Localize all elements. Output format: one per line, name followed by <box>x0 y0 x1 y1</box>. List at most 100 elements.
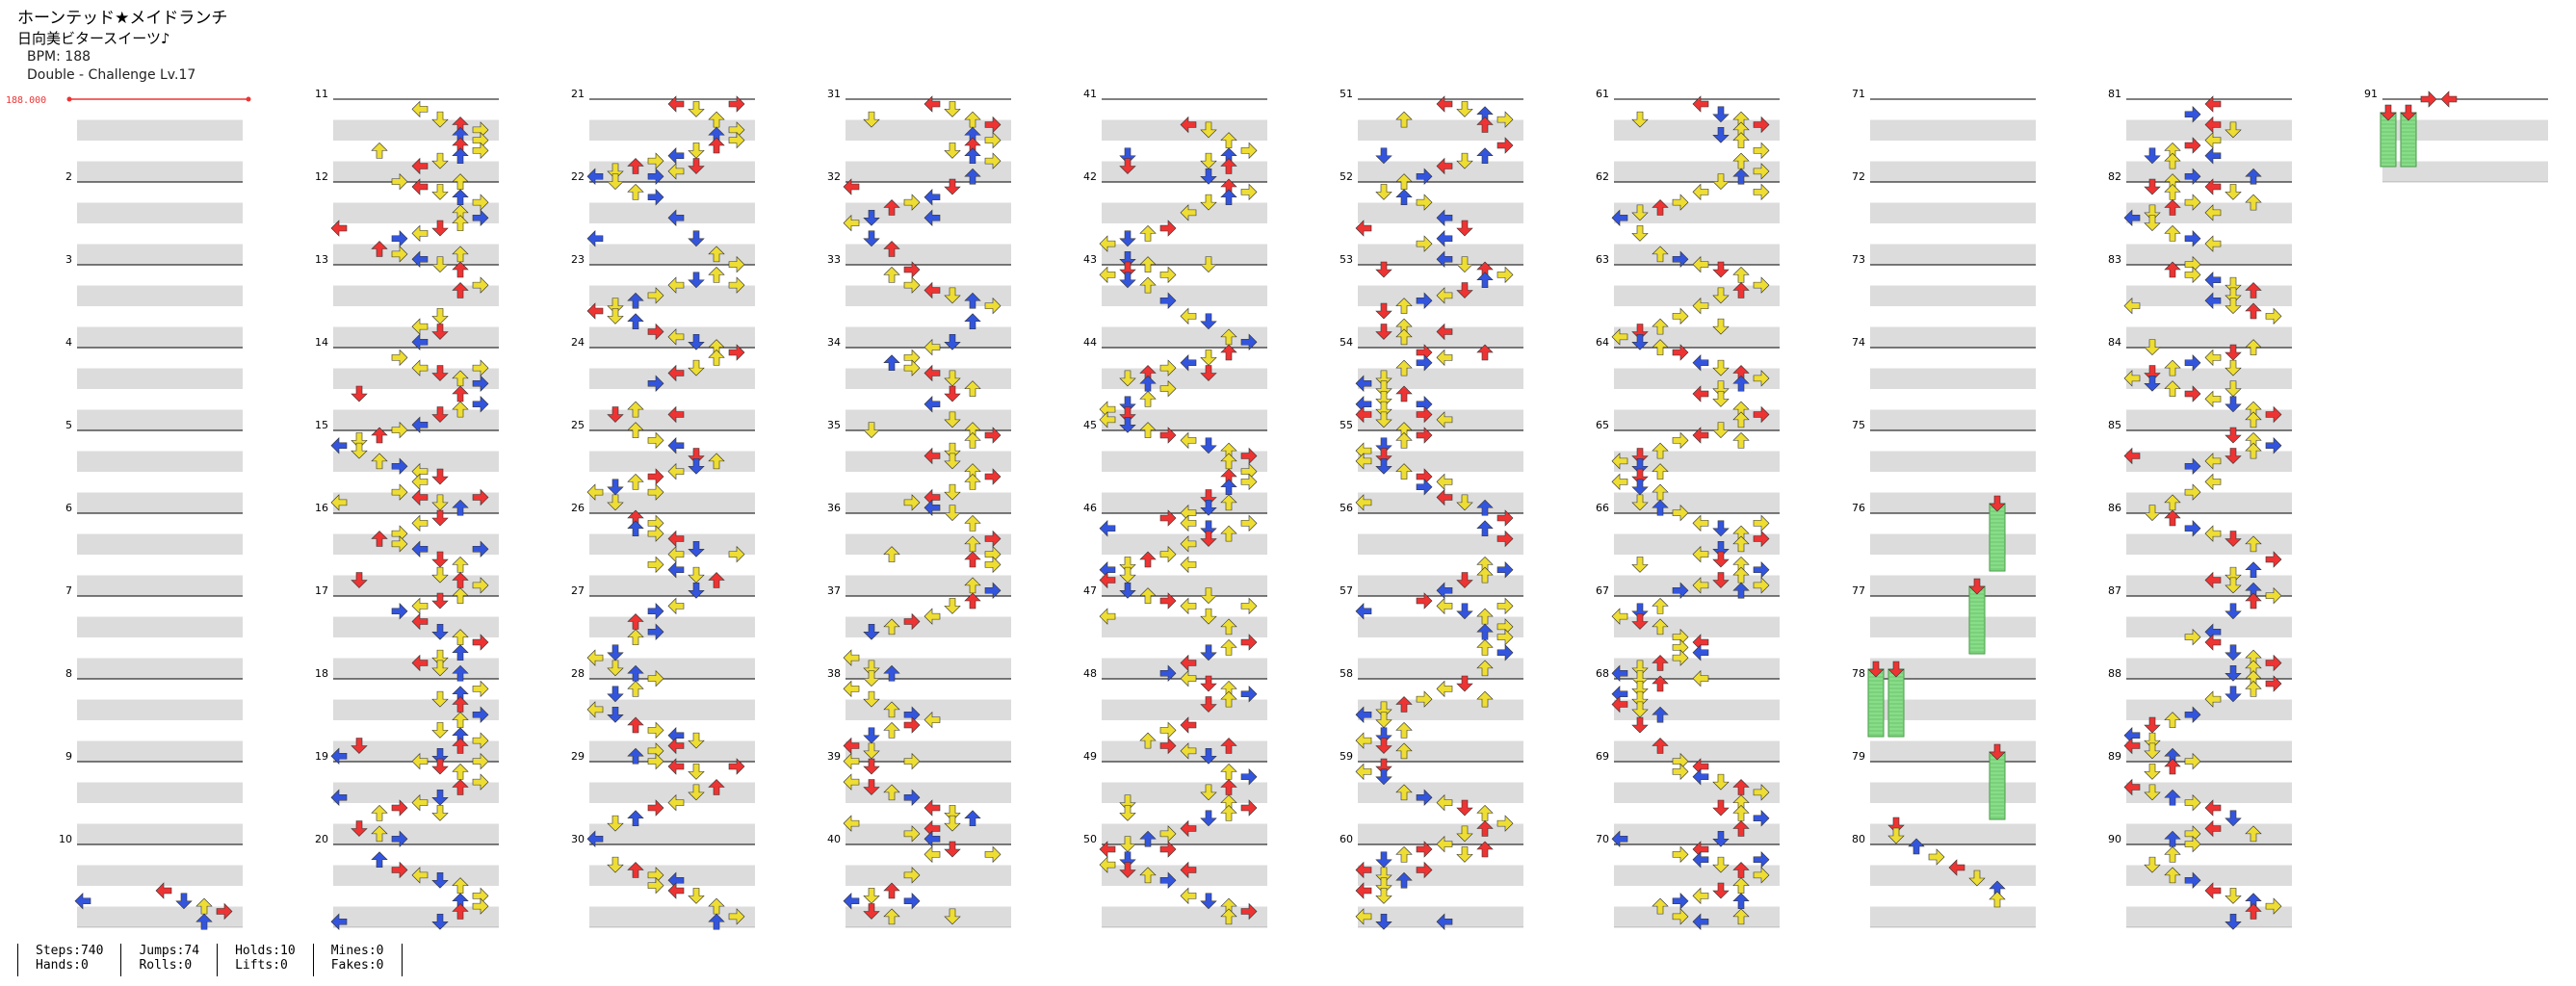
step-arrow-icon <box>2245 168 2262 185</box>
measure <box>1102 98 1267 182</box>
step-arrow-icon <box>1355 405 1372 424</box>
step-arrow-icon <box>472 194 489 211</box>
step-arrow-icon <box>2123 447 2141 465</box>
step-arrow-icon <box>431 256 449 273</box>
step-arrow-icon <box>903 276 921 294</box>
step-arrow-icon <box>1672 431 1689 450</box>
step-arrow-icon <box>1395 431 1413 449</box>
step-arrow-icon <box>2225 427 2242 444</box>
step-arrow-icon <box>1375 184 1392 200</box>
step-arrow-icon <box>391 349 408 367</box>
step-arrow-icon <box>1355 908 1372 925</box>
step-arrow-icon <box>1456 825 1473 843</box>
step-arrow-icon <box>2204 349 2222 367</box>
step-arrow-icon <box>1240 768 1258 786</box>
step-arrow-icon <box>1099 235 1116 252</box>
step-arrow-icon <box>1240 686 1258 703</box>
step-arrow-icon <box>1159 379 1177 398</box>
step-arrow-icon <box>1456 846 1473 863</box>
step-arrow-icon <box>1119 416 1136 433</box>
step-arrow-icon <box>1753 514 1770 532</box>
step-arrow-icon <box>1220 494 1237 511</box>
step-arrow-icon <box>1395 111 1413 128</box>
step-arrow-icon <box>371 453 388 470</box>
step-arrow-icon <box>1220 618 1237 636</box>
step-arrow-icon <box>964 514 981 532</box>
step-arrow-icon <box>607 660 624 677</box>
step-arrow-icon <box>688 158 705 174</box>
step-arrow-icon <box>391 483 408 501</box>
step-arrow-icon <box>1631 457 1649 475</box>
step-arrow-icon <box>1395 328 1413 346</box>
hold-head-icon <box>1887 661 1905 678</box>
step-arrow-icon <box>944 841 961 858</box>
measure <box>77 678 243 762</box>
step-arrow-icon <box>647 483 664 501</box>
step-arrow-icon <box>330 437 348 454</box>
step-arrow-icon <box>964 380 981 397</box>
step-arrow-icon <box>2184 230 2201 247</box>
step-arrow-icon <box>1375 738 1392 754</box>
step-arrow-icon <box>647 752 664 770</box>
step-arrow-icon <box>1395 359 1413 376</box>
measure <box>589 181 755 265</box>
step-arrow-icon <box>2225 810 2242 827</box>
step-arrow-icon <box>843 773 860 791</box>
step-arrow-icon <box>411 597 429 615</box>
measure-number: 44 <box>1083 336 1097 349</box>
step-arrow-icon <box>667 209 685 226</box>
measure-number: 27 <box>571 584 585 597</box>
step-arrow-icon <box>1631 557 1649 573</box>
step-arrow-icon <box>843 815 860 832</box>
step-arrow-icon <box>1375 888 1392 904</box>
step-arrow-icon <box>1712 856 1730 873</box>
measure-number: 65 <box>1596 419 1609 431</box>
step-arrow-icon <box>647 431 664 450</box>
step-arrow-icon <box>1200 784 1217 801</box>
measure-number: 4 <box>65 336 72 349</box>
step-arrow-icon <box>1753 116 1770 134</box>
step-arrow-icon <box>2225 888 2242 904</box>
step-arrow-icon <box>2204 204 2222 221</box>
measure-number: 58 <box>1340 667 1353 680</box>
step-arrow-icon <box>883 199 900 216</box>
step-arrow-icon <box>984 116 1002 134</box>
step-arrow-icon <box>2144 856 2161 873</box>
step-arrow-icon <box>2184 137 2201 154</box>
step-arrow-icon <box>1375 380 1392 398</box>
measure-number: 16 <box>315 502 328 514</box>
step-arrow-icon <box>708 266 725 283</box>
step-arrow-icon <box>607 308 624 324</box>
step-arrow-icon <box>708 246 725 263</box>
step-arrow-icon <box>431 871 449 889</box>
measure <box>1870 429 2036 513</box>
step-arrow-icon <box>586 230 604 247</box>
measure-number: 71 <box>1852 88 1865 100</box>
step-arrow-icon <box>2204 292 2222 309</box>
mines-count: Mines:0 <box>330 944 384 958</box>
step-arrow-icon <box>1753 530 1770 548</box>
step-arrow-icon <box>1712 830 1730 847</box>
step-arrow-icon <box>1159 220 1177 237</box>
measure-number: 43 <box>1083 253 1097 266</box>
step-arrow-icon <box>1712 882 1730 899</box>
step-arrow-icon <box>411 654 429 672</box>
step-arrow-icon <box>411 540 429 558</box>
measure-number: 83 <box>2108 253 2121 266</box>
step-arrow-icon <box>1119 805 1136 821</box>
step-arrow-icon <box>647 468 664 485</box>
step-arrow-icon <box>2184 835 2201 853</box>
measure <box>77 181 243 265</box>
step-arrow-icon <box>924 364 941 382</box>
step-arrow-icon <box>1220 525 1237 542</box>
step-arrow-icon <box>1200 168 1217 185</box>
step-arrow-icon <box>2225 566 2242 584</box>
step-arrow-icon <box>1753 577 1770 594</box>
measure-number: 17 <box>315 584 328 597</box>
step-arrow-icon <box>688 457 705 475</box>
step-arrow-icon <box>391 457 408 475</box>
step-arrow-icon <box>1240 333 1258 350</box>
step-arrow-icon <box>1631 479 1649 496</box>
measure-number: 75 <box>1852 419 1865 431</box>
